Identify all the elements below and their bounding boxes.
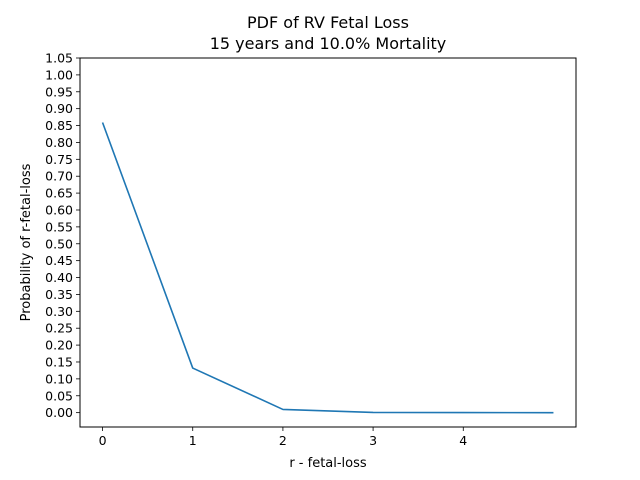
y-tick-label: 0.75 [45, 152, 73, 167]
y-tick-label: 1.00 [45, 67, 73, 82]
series-line [101, 122, 554, 414]
y-tick-label: 0.90 [45, 101, 73, 116]
y-tick-label: 0.60 [45, 202, 73, 217]
x-tick-label: 4 [459, 433, 467, 448]
x-tick-label: 1 [189, 433, 197, 448]
y-tick-label: 0.55 [45, 219, 73, 234]
y-tick-label: 0.50 [45, 236, 73, 251]
y-tick-label: 0.20 [45, 338, 73, 353]
chart-title-line-1: PDF of RV Fetal Loss [247, 13, 409, 32]
y-tick-label: 0.05 [45, 388, 73, 403]
y-tick-label: 0.45 [45, 253, 73, 268]
y-axis-label: Probability of r-fetal-loss [19, 163, 34, 321]
x-axis-label: r - fetal-loss [289, 456, 367, 471]
y-tick-label: 0.95 [45, 84, 73, 99]
y-tick-label: 0.80 [45, 135, 73, 150]
y-tick-label: 0.70 [45, 169, 73, 184]
x-tick-label: 3 [369, 433, 377, 448]
y-tick-label: 0.35 [45, 287, 73, 302]
x-tick-label: 2 [279, 433, 287, 448]
series-layer [101, 122, 554, 414]
y-tick-label: 1.05 [45, 51, 73, 66]
y-tick-label: 0.10 [45, 371, 73, 386]
y-tick-label: 0.00 [45, 405, 73, 420]
chart-title-line-2: 15 years and 10.0% Mortality [210, 34, 447, 53]
y-tick-label: 0.40 [45, 270, 73, 285]
y-tick-label: 0.15 [45, 354, 73, 369]
x-axis-ticks: 0 1 2 3 4 [99, 427, 467, 448]
x-tick-label: 0 [99, 433, 107, 448]
y-tick-label: 0.25 [45, 321, 73, 336]
y-tick-label: 0.30 [45, 304, 73, 319]
y-axis-ticks: 0.00 0.05 0.10 0.150.20 0.25 0.30 0.35 0.40 0.45… [45, 51, 80, 420]
y-tick-label: 0.65 [45, 186, 73, 201]
y-tick-label: 0.85 [45, 118, 73, 133]
plot-area-frame [79, 57, 577, 428]
